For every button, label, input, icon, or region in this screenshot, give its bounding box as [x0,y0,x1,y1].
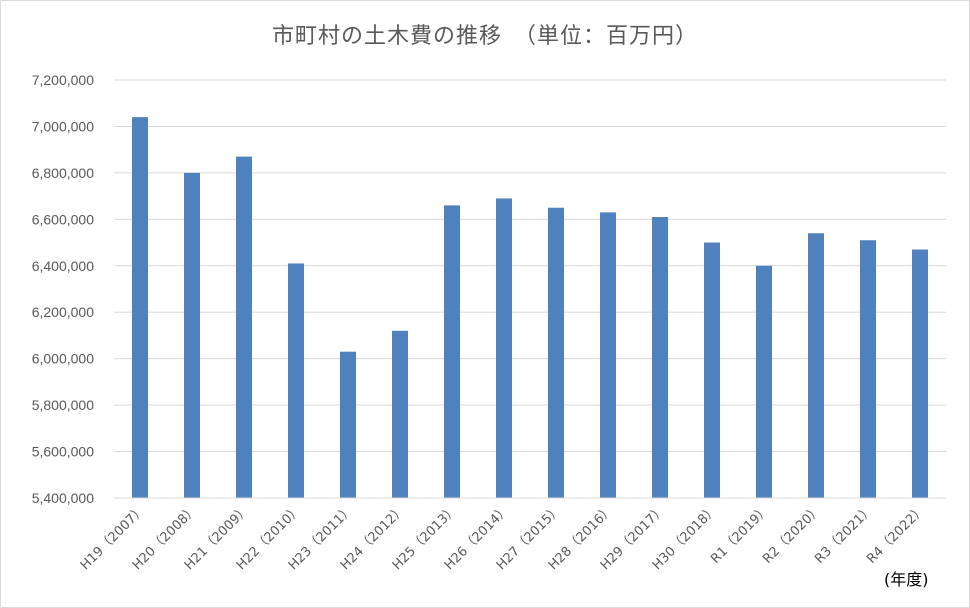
bar [652,217,668,498]
bar [236,156,252,498]
y-tick-label: 6,000,000 [32,351,94,367]
bar [392,330,408,498]
y-tick-label: 5,600,000 [32,444,94,460]
bar [704,242,720,498]
y-tick-label: 5,800,000 [32,397,94,413]
y-tick-label: 6,400,000 [32,258,94,274]
bar [808,233,824,498]
bar [184,172,200,498]
bar [496,198,512,498]
bar [600,212,616,498]
y-tick-label: 6,600,000 [32,211,94,227]
y-tick-label: 6,200,000 [32,304,94,320]
y-tick-label: 7,200,000 [32,72,94,88]
y-tick-label: 5,400,000 [32,490,94,506]
bar [860,240,876,498]
y-tick-label: 6,800,000 [32,165,94,181]
bar [288,263,304,498]
x-axis-label: (年度) [884,570,929,589]
bar [548,207,564,498]
bar [444,205,460,498]
bar [132,117,148,499]
bar [912,249,928,498]
bar [756,265,772,498]
chart-title: 市町村の土木費の推移 （単位：百万円） [271,24,698,49]
bar [340,351,356,498]
y-tick-label: 7,000,000 [32,118,94,134]
